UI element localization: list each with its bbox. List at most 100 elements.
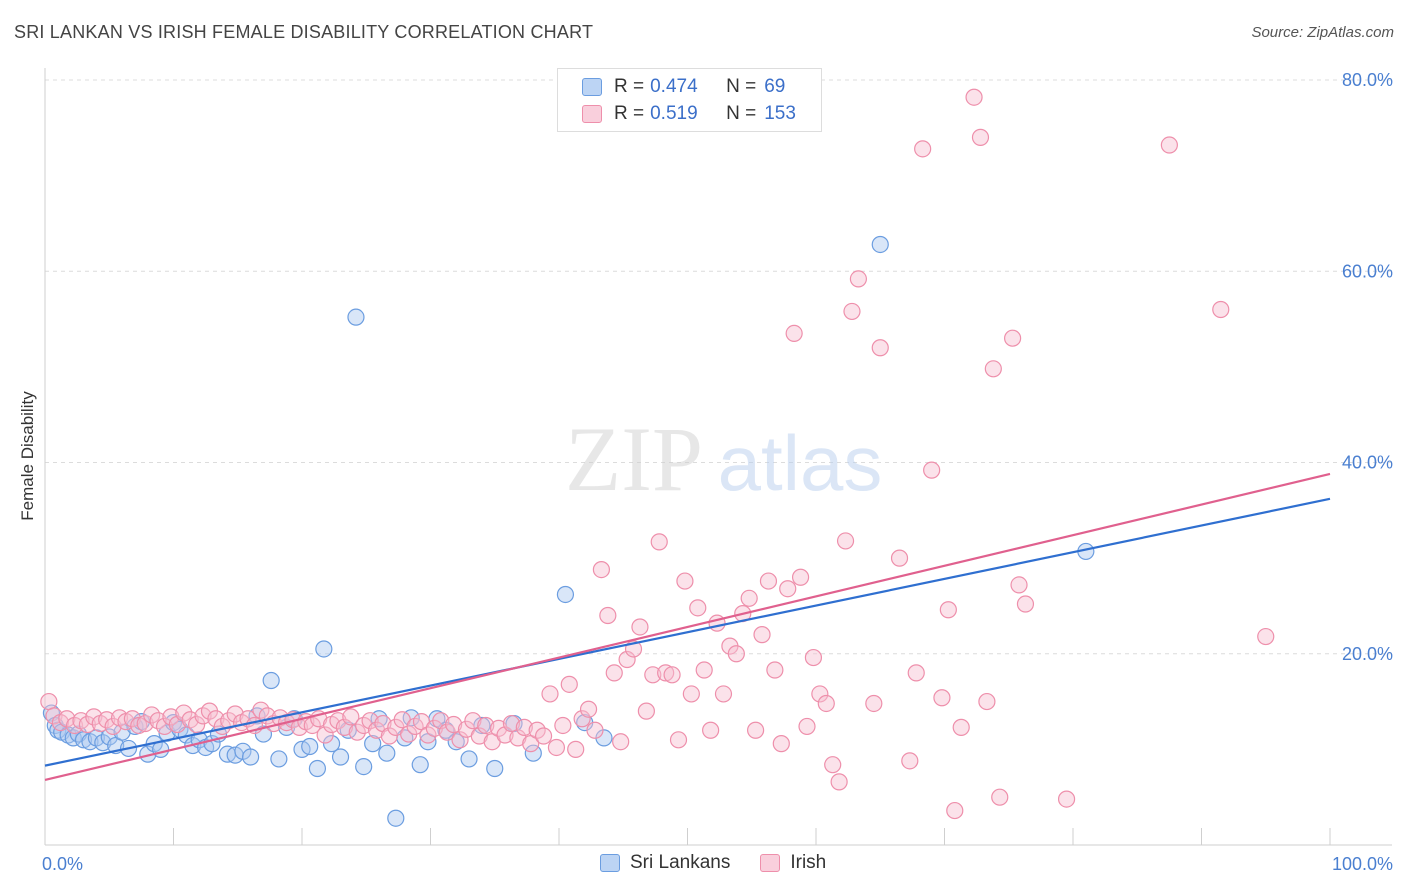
irish-point [890, 549, 909, 567]
irish-point [791, 568, 810, 586]
sri-lankans-points [42, 235, 1095, 827]
sri-lankans-point [387, 809, 405, 827]
irish-point [316, 726, 334, 744]
irish-point [1257, 627, 1275, 646]
sri-lankans-point [301, 737, 319, 756]
sri-lankans-point [331, 748, 350, 766]
sri-lankans-swatch [600, 854, 620, 872]
irish-point [130, 716, 148, 735]
irish-point [560, 675, 578, 693]
r-label: R = [614, 76, 645, 97]
irish-point [901, 752, 919, 770]
irish-point [567, 740, 585, 758]
chart-title: SRI LANKAN VS IRISH FEMALE DISABILITY CO… [14, 22, 594, 42]
irish-point [849, 270, 868, 288]
irish-point [933, 689, 951, 707]
sri-lankans-point [270, 750, 288, 768]
sri-lankans-swatch [582, 78, 602, 96]
sri-lankans-point [94, 734, 112, 752]
irish-point [541, 685, 559, 703]
sri-lankans-point [871, 235, 889, 254]
y-tick-label: 80.0% [1342, 70, 1393, 90]
irish-point [490, 719, 508, 737]
irish-point [657, 664, 675, 682]
x-tick-label: 100.0% [1332, 854, 1393, 874]
irish-point [445, 715, 463, 734]
gridlines [45, 79, 1392, 655]
legend-label: Irish [790, 852, 827, 873]
irish-point [836, 532, 855, 550]
irish-point [1212, 300, 1230, 319]
legend-row-irish: R = 0.519 N = 153 [582, 102, 796, 126]
irish-point [599, 606, 617, 625]
irish-point [220, 712, 238, 730]
irish-point [923, 461, 941, 479]
sri-lankans-point [486, 759, 504, 778]
irish-point [477, 716, 495, 735]
sri-lankans-point [460, 750, 478, 768]
irish-point [502, 714, 521, 733]
irish-point [348, 723, 366, 741]
irish-point [714, 685, 733, 703]
irish-point [817, 694, 835, 713]
irish-point [952, 718, 970, 736]
sri-lankans-point [347, 308, 365, 326]
axes [44, 68, 1392, 846]
legend-item-irish[interactable]: Irish [760, 852, 826, 874]
irish-point [612, 733, 630, 751]
series-legend: Sri Lankans Irish [600, 852, 856, 874]
irish-point [123, 710, 141, 728]
irish-point [830, 773, 848, 791]
irish-point [702, 721, 720, 739]
irish-point [1160, 136, 1178, 154]
correlation-legend: R = 0.474 N = 69 R = 0.519 N = 153 [557, 68, 822, 132]
irish-point [984, 360, 1002, 378]
irish-point [682, 685, 700, 703]
y-axis-label: Female Disability [18, 391, 37, 521]
irish-point [85, 708, 103, 726]
irish-point [804, 648, 823, 667]
sri-lankans-point [242, 748, 260, 766]
irish-point [451, 731, 469, 749]
irish-point [554, 716, 572, 735]
sri-lankans-point [100, 728, 118, 746]
watermark: ZIP atlas [565, 408, 882, 510]
irish-point [579, 700, 598, 718]
irish-point [727, 645, 745, 663]
irish-point [1057, 790, 1076, 808]
irish-point [759, 572, 778, 590]
watermark-zip: ZIP [565, 408, 703, 510]
irish-point [155, 717, 174, 736]
irish-point [1004, 329, 1022, 347]
x-tick-label: 0.0% [42, 854, 83, 874]
irish-point [143, 706, 161, 724]
irish-point [871, 339, 889, 357]
irish-point [946, 801, 964, 820]
irish-point [865, 694, 883, 713]
irish-point [907, 664, 925, 682]
sri-lankans-point [262, 671, 280, 690]
sri-lankans-point [322, 735, 341, 753]
n-label: N = [726, 76, 757, 97]
irish-point [329, 712, 347, 730]
legend-item-sri-lankans[interactable]: Sri Lankans [600, 852, 730, 874]
sri-lankans-point [254, 725, 273, 743]
sri-lankans-point [355, 757, 373, 776]
irish-swatch [760, 854, 781, 872]
irish-point [188, 715, 206, 734]
sri-lankans-point [378, 744, 396, 762]
irish-point [618, 650, 636, 669]
irish-point [676, 572, 694, 590]
irish-point [252, 701, 270, 719]
irish-point [586, 721, 604, 739]
irish-point [361, 712, 379, 730]
irish-point [515, 718, 533, 736]
irish-point [939, 601, 957, 619]
irish-point [785, 324, 803, 343]
irish-point [965, 88, 983, 106]
irish-point [779, 580, 797, 598]
irish-point [342, 708, 360, 726]
irish-point [695, 661, 713, 679]
sri-lankans-point [364, 735, 382, 753]
